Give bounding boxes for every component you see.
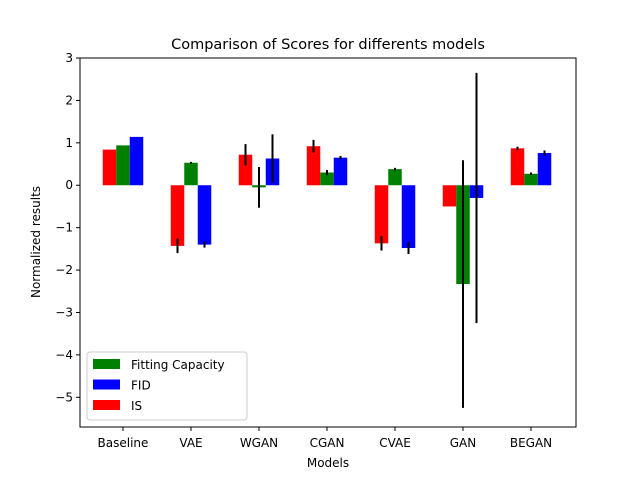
bar-fid-cgan [333, 157, 348, 186]
bar-fitting-capacity-cvae [388, 169, 402, 186]
legend-label-fitting-capacity: Fitting Capacity [131, 358, 225, 372]
y-tick-label: −2 [55, 263, 73, 277]
bar-fitting-capacity-cgan [320, 172, 334, 186]
bar-is-vae [170, 185, 185, 246]
x-tick-label: VAE [179, 436, 202, 450]
y-tick-label: −4 [55, 348, 73, 362]
bar-fid-vae [197, 185, 212, 245]
bar-is-cvae [374, 185, 389, 244]
x-tick-label: WGAN [240, 436, 278, 450]
x-axis: Baseline VAE WGAN CGAN CVAE GAN BEGAN [98, 427, 552, 450]
y-tick-label: −5 [55, 390, 73, 404]
legend-box [86, 351, 248, 421]
x-tick-label: CVAE [379, 436, 411, 450]
bar-fitting-capacity-vae [184, 162, 198, 186]
x-tick-label: GAN [450, 436, 476, 450]
bar-fid-baseline [129, 136, 144, 186]
bar-is-cgan [306, 146, 321, 186]
bar-fitting-capacity-began [524, 173, 538, 186]
chart-title: Comparison of Scores for differents mode… [171, 37, 485, 53]
bar-fid-began [537, 153, 552, 186]
legend-label-is: IS [131, 399, 142, 413]
bar-is-wgan [238, 154, 253, 186]
x-tick-label: CGAN [310, 436, 345, 450]
y-tick-label: −1 [55, 221, 73, 235]
bar-fid-cvae [401, 185, 416, 249]
x-axis-label: Models [307, 456, 349, 470]
bar-is-began [510, 148, 525, 186]
x-tick-label: Baseline [98, 436, 149, 450]
plot-area-frame [79, 57, 577, 428]
legend-swatch-fid [93, 379, 120, 390]
y-axis: 3 2 1 0 −1 −2 −3 −4 −5 [55, 51, 80, 404]
bar-is-baseline [102, 149, 117, 186]
y-tick-label: 2 [65, 93, 73, 107]
legend: Fitting Capacity FID IS [86, 351, 248, 421]
bar-is-gan [442, 185, 457, 207]
error-bars-layer [176, 72, 546, 408]
x-tick-label: BEGAN [510, 436, 552, 450]
y-tick-label: 0 [65, 178, 73, 192]
legend-label-fid: FID [131, 379, 151, 393]
y-axis-label: Normalized results [29, 186, 43, 298]
bar-fitting-capacity-baseline [116, 145, 130, 186]
y-tick-label: 3 [65, 51, 73, 65]
legend-swatch-fitting-capacity [93, 359, 120, 369]
y-tick-label: −3 [55, 305, 73, 319]
legend-swatch-is [93, 400, 120, 410]
y-tick-label: 1 [65, 136, 73, 150]
